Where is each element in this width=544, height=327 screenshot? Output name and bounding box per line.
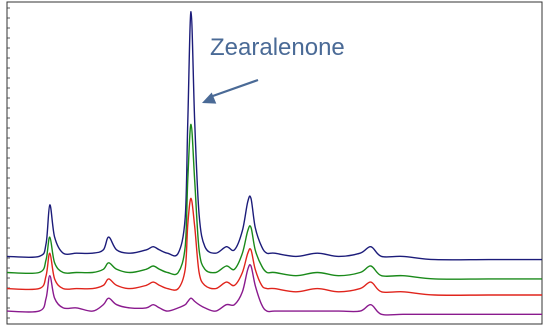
peak-annotation: Zearalenone: [201, 34, 345, 104]
annotation-arrow-line: [209, 78, 259, 99]
trace-line-3: [6, 197, 542, 296]
annotation-arrow-head: [201, 92, 217, 104]
trace-line-2: [6, 123, 542, 280]
plot-frame: [6, 1, 543, 325]
plot-border: [6, 1, 543, 325]
y-axis-ticks: [7, 7, 10, 319]
annotation-label: Zearalenone: [210, 34, 345, 61]
trace-line-4: [6, 264, 542, 316]
trace-line-1: [6, 10, 542, 261]
chromatogram-traces: [6, 10, 542, 316]
